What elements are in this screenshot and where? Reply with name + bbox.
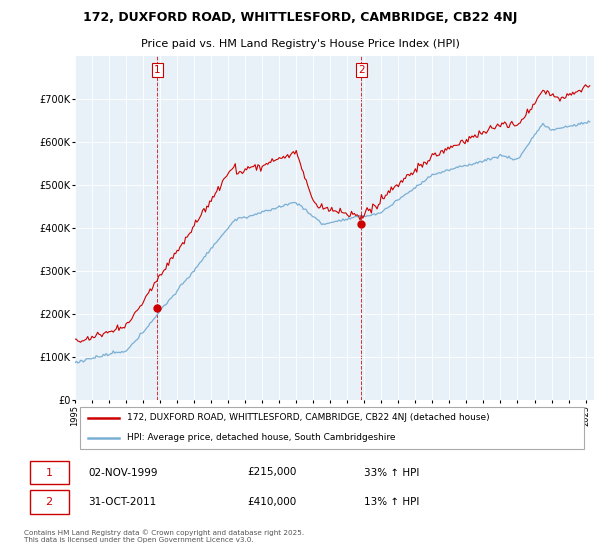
Text: 1: 1 xyxy=(154,64,161,74)
Text: HPI: Average price, detached house, South Cambridgeshire: HPI: Average price, detached house, Sout… xyxy=(127,433,395,442)
Text: 1: 1 xyxy=(46,468,53,478)
Text: 13% ↑ HPI: 13% ↑ HPI xyxy=(364,497,420,507)
Text: 172, DUXFORD ROAD, WHITTLESFORD, CAMBRIDGE, CB22 4NJ: 172, DUXFORD ROAD, WHITTLESFORD, CAMBRID… xyxy=(83,11,517,24)
Text: 02-NOV-1999: 02-NOV-1999 xyxy=(88,468,158,478)
Text: 2: 2 xyxy=(46,497,53,507)
FancyBboxPatch shape xyxy=(80,407,584,449)
Text: 33% ↑ HPI: 33% ↑ HPI xyxy=(364,468,420,478)
Text: £410,000: £410,000 xyxy=(247,497,296,507)
Text: 31-OCT-2011: 31-OCT-2011 xyxy=(88,497,157,507)
FancyBboxPatch shape xyxy=(29,460,68,484)
Text: Contains HM Land Registry data © Crown copyright and database right 2025.
This d: Contains HM Land Registry data © Crown c… xyxy=(24,530,304,543)
Text: £215,000: £215,000 xyxy=(247,468,296,478)
Text: 2: 2 xyxy=(358,64,365,74)
FancyBboxPatch shape xyxy=(29,490,68,514)
Text: Price paid vs. HM Land Registry's House Price Index (HPI): Price paid vs. HM Land Registry's House … xyxy=(140,39,460,49)
Text: 172, DUXFORD ROAD, WHITTLESFORD, CAMBRIDGE, CB22 4NJ (detached house): 172, DUXFORD ROAD, WHITTLESFORD, CAMBRID… xyxy=(127,413,490,422)
